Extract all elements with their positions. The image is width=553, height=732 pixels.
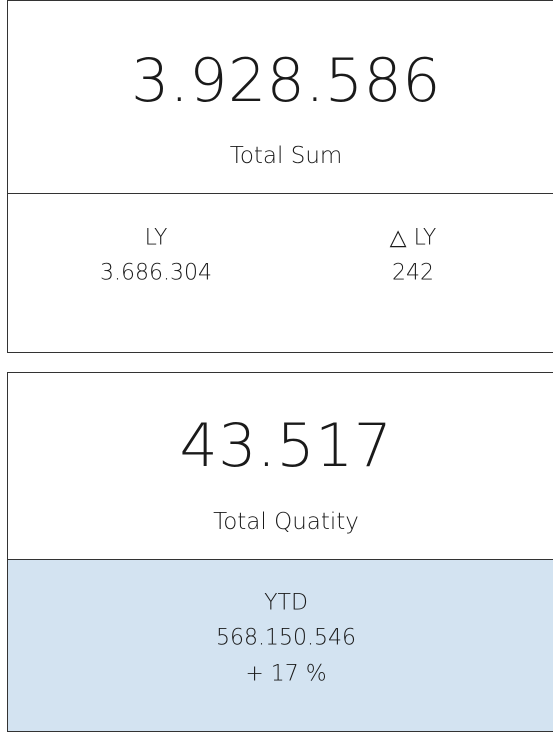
- ytd-value: 568.150.546: [216, 625, 356, 651]
- total-sum-label: Total Sum: [229, 143, 343, 169]
- delta-ly-label: △ LY: [389, 225, 437, 251]
- ly-value: 3.686.304: [100, 260, 212, 286]
- kpi-card-sum: 3.928.586 Total Sum LY 3.686.304 △ LY 24…: [7, 0, 553, 353]
- total-sum-value: 3.928.586: [131, 46, 441, 116]
- divider: [8, 193, 553, 194]
- ytd-label: YTD: [264, 590, 308, 616]
- delta-ly-value: 242: [392, 260, 434, 286]
- kpi-card-quantity: 43.517 Total Quatity YTD 568.150.546 + 1…: [7, 372, 553, 732]
- ytd-change: + 17 %: [245, 661, 327, 687]
- total-quantity-label: Total Quatity: [213, 509, 359, 535]
- total-quantity-value: 43.517: [179, 411, 393, 481]
- ytd-panel: [8, 559, 553, 731]
- ly-label: LY: [144, 225, 168, 251]
- page: 3.928.586 Total Sum LY 3.686.304 △ LY 24…: [7, 0, 553, 732]
